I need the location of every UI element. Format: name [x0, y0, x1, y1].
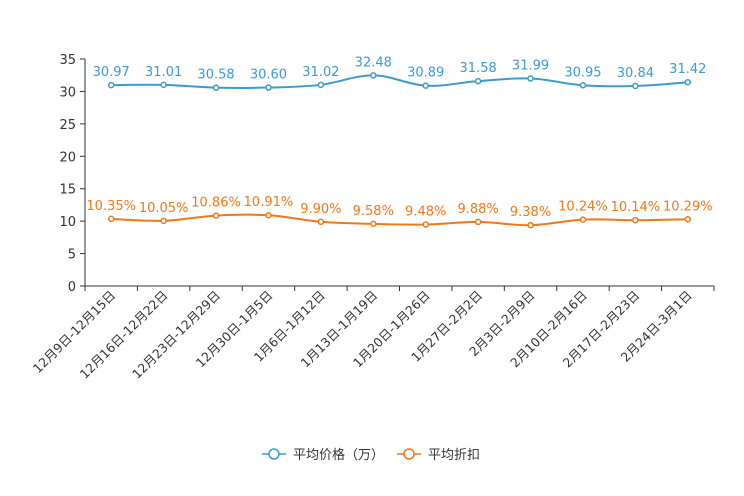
data-label: 9.58% — [353, 204, 394, 219]
data-point — [579, 216, 587, 223]
data-point — [107, 81, 115, 89]
y-tick-label: 15 — [59, 183, 76, 198]
data-point — [632, 82, 639, 90]
series-line-0 — [111, 74, 688, 89]
data-point — [265, 84, 272, 91]
data-label: 10.29% — [663, 199, 713, 214]
y-tick-label: 25 — [59, 118, 76, 133]
data-point — [527, 75, 534, 82]
data-label: 10.35% — [86, 199, 136, 214]
y-tick-label: 20 — [59, 150, 76, 165]
y-tick-label: 0 — [68, 280, 76, 295]
data-point — [474, 218, 482, 226]
data-label: 30.89 — [407, 66, 444, 81]
data-point — [422, 221, 429, 228]
data-point — [370, 220, 377, 228]
data-point — [527, 221, 534, 229]
data-point — [160, 81, 167, 89]
data-label: 9.90% — [300, 202, 341, 217]
data-label: 10.05% — [139, 201, 189, 216]
data-point — [370, 72, 377, 79]
data-label: 30.95 — [564, 65, 601, 80]
y-tick-label: 30 — [59, 85, 76, 100]
y-tick-label: 10 — [59, 215, 76, 230]
data-point — [317, 218, 325, 226]
data-point — [212, 212, 220, 219]
legend[interactable]: 平均价格（万） 平均折扣 — [262, 447, 480, 463]
data-label: 32.48 — [355, 55, 392, 70]
x-tick-label: 12月16日-12月22日 — [77, 288, 171, 382]
data-label: 31.99 — [512, 59, 549, 74]
data-label: 30.58 — [197, 68, 234, 83]
series-line-1 — [111, 213, 688, 227]
data-label: 30.84 — [617, 66, 654, 81]
data-label: 10.86% — [191, 196, 241, 211]
data-point — [107, 215, 115, 223]
data-point — [265, 211, 272, 219]
x-tick-label: 12月23日-12月29日 — [129, 288, 223, 382]
data-label: 10.91% — [244, 195, 294, 210]
data-point — [684, 78, 692, 86]
series-layer: 30.97 31.01 30.58 30.60 31.02 32.48 30.89 31.58… — [86, 55, 713, 229]
data-point — [474, 77, 482, 85]
y-tick-label: 5 — [68, 248, 76, 263]
data-point — [684, 216, 692, 223]
data-label: 9.38% — [510, 205, 551, 220]
data-label: 31.01 — [145, 65, 182, 80]
data-label: 9.88% — [457, 202, 498, 217]
data-point — [317, 81, 325, 89]
legend-label-1: 平均折扣 — [428, 448, 480, 463]
legend-marker-1 — [403, 448, 415, 460]
data-point — [160, 217, 167, 225]
data-label: 31.42 — [669, 62, 706, 77]
data-point — [212, 84, 220, 91]
data-label: 10.14% — [611, 200, 661, 215]
data-label: 10.24% — [558, 200, 608, 215]
y-tick-label: 35 — [59, 53, 76, 68]
data-label: 31.02 — [302, 65, 339, 80]
data-point — [422, 82, 429, 89]
data-label: 30.60 — [250, 68, 287, 83]
legend-marker-0 — [268, 448, 280, 460]
data-label: 30.97 — [93, 65, 130, 80]
legend-label-0: 平均价格（万） — [293, 447, 384, 463]
data-label: 31.58 — [460, 61, 497, 76]
data-point — [579, 82, 587, 89]
data-point — [632, 216, 639, 224]
data-label: 9.48% — [405, 205, 446, 220]
